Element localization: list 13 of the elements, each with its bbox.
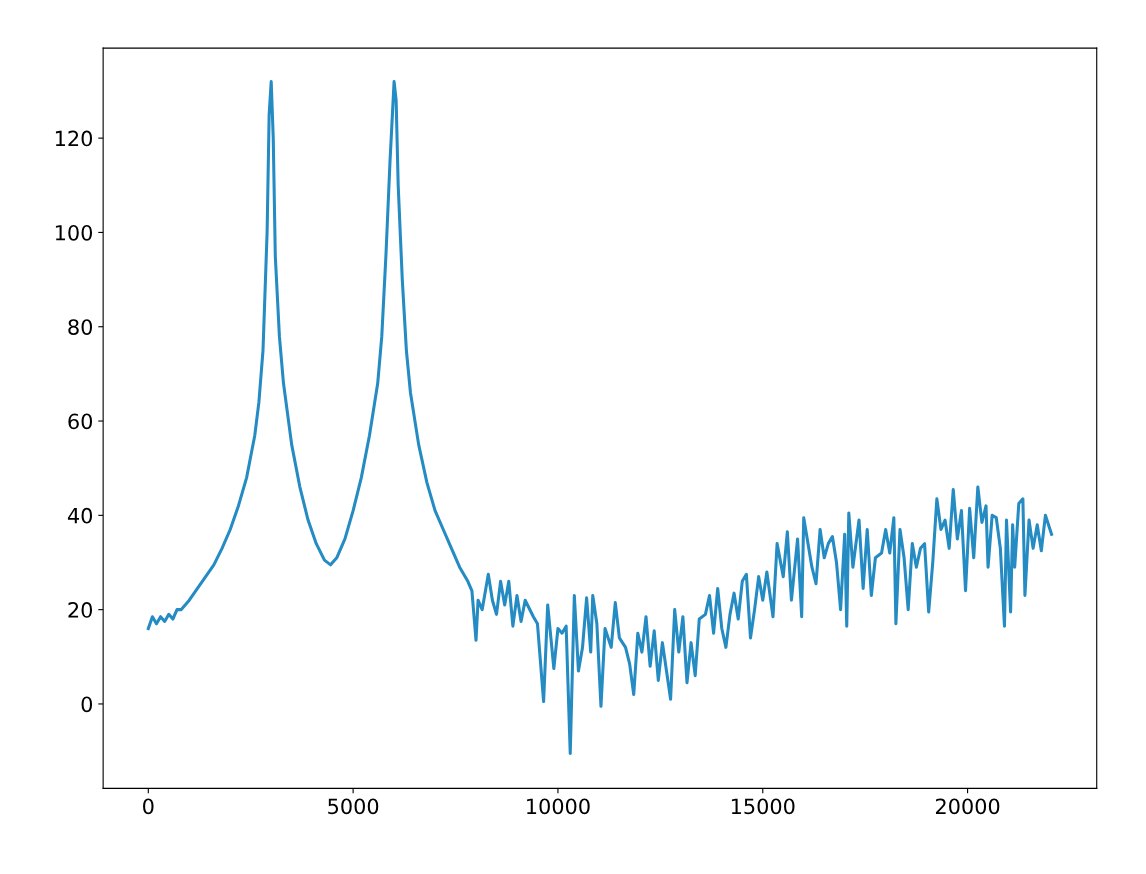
y-tick-label: 0: [81, 696, 93, 713]
x-tick-label: 5000: [328, 798, 379, 815]
y-tick-label: 20: [68, 602, 93, 618]
x-tick-label: 20000: [935, 798, 1000, 815]
y-tick-label: 80: [68, 319, 93, 335]
x-tick-label: 10000: [527, 798, 590, 815]
y-tick-label: 120: [55, 130, 93, 147]
y-tick-label: 60: [68, 413, 93, 430]
y-tick-label: 40: [67, 507, 93, 524]
x-tick-label: 15000: [731, 798, 795, 815]
x-tick-label: 0: [143, 798, 154, 815]
y-tick-label: 100: [55, 224, 93, 241]
line-series: [146, 80, 1054, 755]
